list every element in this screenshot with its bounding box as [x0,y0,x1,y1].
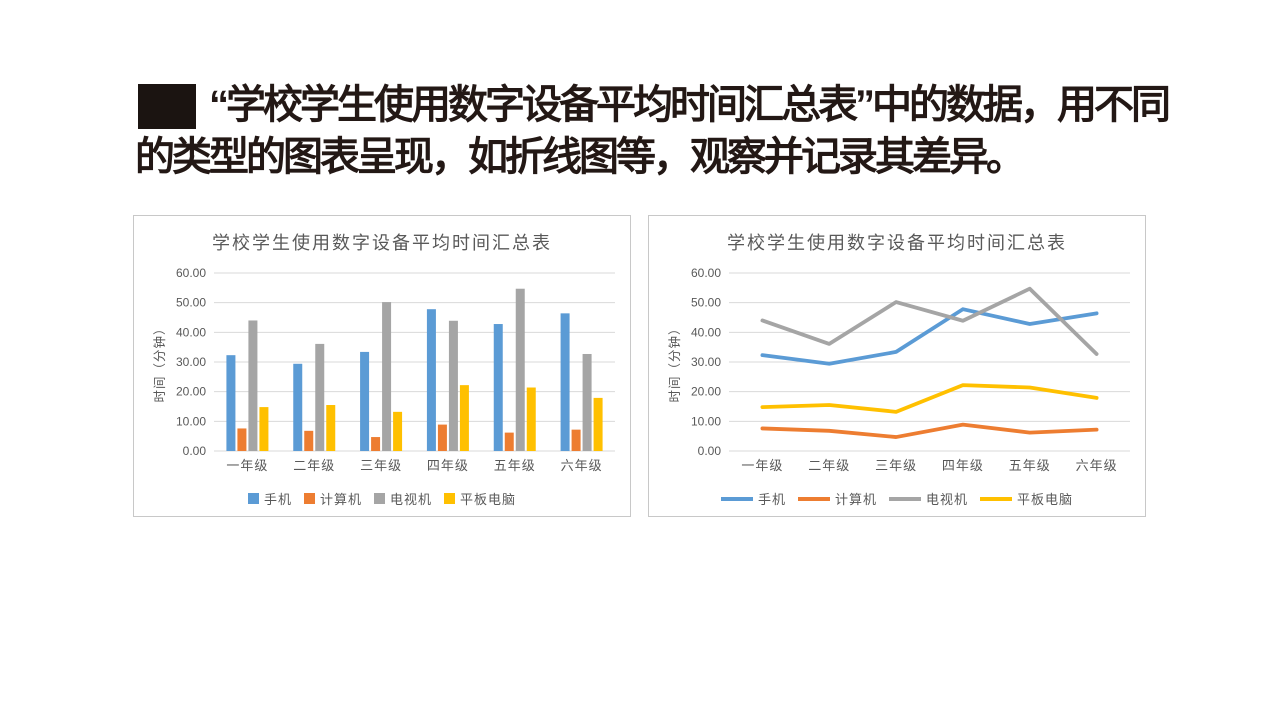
bar-chart-panel: 学校学生使用数字设备平均时间汇总表 0.00 10.00 20.00 30.00 40.… [133,215,631,517]
x-category-label: 四年级 [427,458,469,473]
line-chart-legend: 手机 计算机 电视机 平板电脑 [649,489,1145,508]
legend-swatch [797,496,830,501]
legend-label: 电视机 [926,492,969,507]
bar-平板电脑 [393,411,403,451]
x-category-label: 五年级 [494,458,536,473]
line-chart-panel: 学校学生使用数字设备平均时间汇总表 0.00 10.00 20.00 30.00 40.… [648,215,1146,517]
line-计算机 [760,422,1099,439]
legend-item-手机: 手机 [720,489,786,508]
bar-平板电脑 [259,407,269,451]
bar-电视机 [248,320,258,451]
x-category-label: 二年级 [293,458,335,473]
legend-item-电视机: 电视机 [889,489,968,508]
y-tick-label: 30.00 [691,355,721,369]
x-category-label: 六年级 [561,458,603,473]
x-category-label: 六年级 [1076,458,1118,473]
y-tick-label: 40.00 [691,325,721,339]
bar-手机 [560,313,570,451]
bar-计算机 [437,424,447,451]
y-tick-label: 50.00 [691,296,721,310]
legend-item-平板电脑: 平板电脑 [980,489,1073,508]
bar-平板电脑 [526,387,536,451]
legend-label: 计算机 [319,492,362,507]
y-tick-label: 50.00 [176,296,206,310]
legend-label: 平板电脑 [1017,492,1074,507]
y-tick-label: 60.00 [691,266,721,280]
legend-item-计算机: 计算机 [797,489,877,508]
bar-电视机 [315,343,325,451]
y-tick-label: 0.00 [183,444,207,458]
legend-item-手机: 手机 [247,489,292,508]
bar-计算机 [237,428,247,451]
line-电视机 [760,286,1099,356]
bar-电视机 [382,302,392,451]
y-tick-label: 10.00 [176,414,206,428]
bar-计算机 [371,437,381,451]
legend-swatch [980,496,1013,501]
bar-电视机 [448,320,458,451]
bar-手机 [426,309,436,451]
y-tick-label: 20.00 [176,385,206,399]
bar-手机 [360,351,370,451]
x-category-label: 二年级 [808,458,850,473]
instruction-line-1: “学校学生使用数字设备平均时间汇总表”中的数据，用不同 [209,83,1171,127]
bar-平板电脑 [459,385,469,451]
legend-swatch [303,493,315,504]
bar-电视机 [515,288,525,451]
legend-swatch [247,493,259,504]
bar-chart-plot: 0.00 10.00 20.00 30.00 40.00 50.00 60.00 时间（分钟）… [152,266,615,473]
legend-swatch [889,496,921,501]
legend-label: 平板电脑 [460,492,517,507]
x-category-label: 三年级 [360,458,402,473]
y-axis-title: 时间（分钟） [152,321,167,402]
redaction-box [138,84,196,129]
bar-计算机 [304,430,314,451]
x-category-label: 一年级 [741,458,783,473]
y-tick-label: 30.00 [176,355,206,369]
y-tick-label: 60.00 [176,266,206,280]
legend-swatch [444,493,456,504]
x-category-label: 四年级 [942,458,984,473]
bar-chart-title: 学校学生使用数字设备平均时间汇总表 [212,233,552,253]
bar-chart-legend: 手机 计算机 电视机 平板电脑 [134,489,630,508]
bar-手机 [226,355,236,451]
bar-手机 [293,363,303,451]
y-tick-label: 20.00 [691,385,721,399]
instruction-text: “学校学生使用数字设备平均时间汇总表”中的数据，用不同 的类型的图表呈现，如折线… [135,79,1171,183]
bar-计算机 [571,429,581,451]
y-tick-label: 10.00 [691,414,721,428]
line-chart-title: 学校学生使用数字设备平均时间汇总表 [727,233,1067,253]
legend-swatch [374,493,385,504]
x-category-label: 五年级 [1009,458,1051,473]
bar-计算机 [504,432,514,451]
legend-label: 电视机 [390,492,433,507]
legend-swatch [720,496,753,501]
bar-平板电脑 [326,405,336,451]
legend-item-电视机: 电视机 [374,489,432,508]
legend-label: 手机 [263,492,292,507]
legend-label: 手机 [757,492,786,507]
line-手机 [760,307,1099,366]
x-category-label: 三年级 [875,458,917,473]
line-chart-plot: 0.00 10.00 20.00 30.00 40.00 50.00 60.00 时间（分钟）… [667,266,1130,473]
instruction-line-2: 的类型的图表呈现，如折线图等，观察并记录其差异。 [135,135,1026,179]
legend-item-平板电脑: 平板电脑 [444,489,516,508]
x-category-label: 一年级 [226,458,268,473]
legend-label: 计算机 [834,492,877,507]
y-tick-label: 40.00 [176,325,206,339]
bar-平板电脑 [593,397,603,451]
bar-电视机 [582,353,592,451]
y-axis-title: 时间（分钟） [667,321,682,402]
y-tick-label: 0.00 [698,444,722,458]
line-平板电脑 [760,383,1099,414]
legend-item-计算机: 计算机 [303,489,362,508]
bar-手机 [493,324,503,451]
